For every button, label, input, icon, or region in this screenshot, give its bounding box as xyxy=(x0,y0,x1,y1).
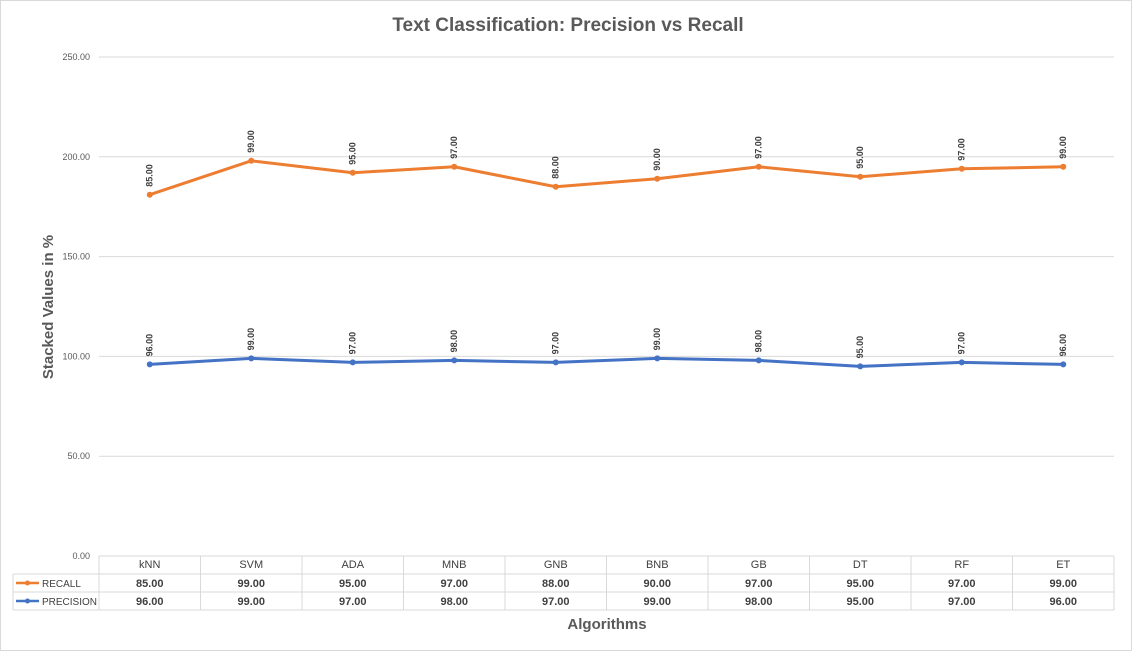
data-label: 98.00 xyxy=(449,330,459,353)
table-value: 96.00 xyxy=(1049,596,1077,608)
y-tick-label: 100.00 xyxy=(62,351,90,361)
data-point xyxy=(248,355,255,362)
table-value: 97.00 xyxy=(542,596,570,608)
table-value: 97.00 xyxy=(339,596,367,608)
table-value: 98.00 xyxy=(440,596,468,608)
legend-label: PRECISION xyxy=(42,597,97,608)
table-value: 90.00 xyxy=(643,578,671,590)
data-point xyxy=(1060,361,1067,368)
x-category-label: ADA xyxy=(341,559,364,571)
data-point xyxy=(857,363,864,370)
data-label: 97.00 xyxy=(957,138,967,161)
series-layer xyxy=(146,157,1067,370)
data-table: kNN SVM ADA MNB GNB BNB GB DT RF ET RECALL 85.00 99.… xyxy=(12,555,1115,611)
series-line-precision xyxy=(148,356,1065,368)
y-tick-label: 250.00 xyxy=(62,52,90,62)
data-label: 99.00 xyxy=(246,130,256,153)
x-axis-title: Algorithms xyxy=(567,616,646,633)
chart-title: Text Classification: Precision vs Recall xyxy=(392,15,743,36)
data-label: 97.00 xyxy=(957,332,967,355)
data-label: 99.00 xyxy=(246,328,256,351)
data-label: 96.00 xyxy=(1058,334,1068,357)
y-axis-ticks: 0.00 50.00 100.00 150.00 200.00 250.00 xyxy=(62,52,90,561)
data-point xyxy=(958,359,965,366)
data-label: 97.00 xyxy=(449,136,459,159)
data-label: 97.00 xyxy=(551,332,561,355)
y-tick-label: 150.00 xyxy=(62,252,90,262)
x-category-label: GB xyxy=(751,559,767,571)
table-value: 99.00 xyxy=(1049,578,1077,590)
data-labels: 96.00 99.00 97.00 98.00 97.00 99.00 98.00 95.00… xyxy=(145,130,1069,358)
data-label: 95.00 xyxy=(348,142,358,165)
data-label: 99.00 xyxy=(1058,136,1068,159)
table-value: 99.00 xyxy=(237,578,265,590)
x-category-label: GNB xyxy=(544,559,568,571)
data-point xyxy=(552,183,559,190)
data-point xyxy=(248,157,255,164)
data-label: 95.00 xyxy=(855,336,865,359)
data-point xyxy=(654,355,661,362)
data-label: 95.00 xyxy=(855,146,865,169)
table-value: 95.00 xyxy=(846,578,874,590)
data-point xyxy=(349,359,356,366)
data-point xyxy=(451,163,458,170)
x-category-label: MNB xyxy=(442,559,466,571)
data-point xyxy=(552,359,559,366)
table-value: 95.00 xyxy=(339,578,367,590)
data-point xyxy=(349,169,356,176)
x-category-label: BNB xyxy=(646,559,669,571)
legend-label: RECALL xyxy=(42,579,81,590)
x-category-label: SVM xyxy=(239,559,263,571)
data-label: 88.00 xyxy=(551,156,561,179)
data-label: 90.00 xyxy=(652,148,662,171)
table-value: 95.00 xyxy=(846,596,874,608)
data-label: 99.00 xyxy=(652,328,662,351)
table-value: 99.00 xyxy=(237,596,265,608)
y-tick-label: 50.00 xyxy=(67,451,90,461)
data-point xyxy=(146,361,153,368)
x-category-label: ET xyxy=(1056,559,1070,571)
data-point xyxy=(1060,163,1067,170)
x-category-label: DT xyxy=(853,559,868,571)
table-value: 97.00 xyxy=(745,578,773,590)
data-label: 85.00 xyxy=(145,164,155,187)
legend-key-marker xyxy=(25,598,30,604)
data-label: 97.00 xyxy=(754,136,764,159)
table-value: 97.00 xyxy=(948,578,976,590)
table-value: 88.00 xyxy=(542,578,570,590)
table-value: 97.00 xyxy=(948,596,976,608)
table-value: 96.00 xyxy=(136,596,164,608)
data-point xyxy=(857,173,864,180)
data-point xyxy=(146,191,153,198)
table-value: 98.00 xyxy=(745,596,773,608)
series-line-recall xyxy=(148,159,1065,197)
data-label: 98.00 xyxy=(754,330,764,353)
data-point xyxy=(451,357,458,364)
data-point xyxy=(958,165,965,172)
data-point xyxy=(755,163,762,170)
data-point xyxy=(755,357,762,364)
y-axis-title: Stacked Values in % xyxy=(40,235,57,379)
x-category-label: kNN xyxy=(139,559,160,571)
x-category-label: RF xyxy=(954,559,969,571)
data-label: 97.00 xyxy=(348,332,358,355)
table-value: 85.00 xyxy=(136,578,164,590)
data-point xyxy=(654,175,661,182)
data-label: 96.00 xyxy=(145,334,155,357)
y-tick-label: 0.00 xyxy=(72,551,90,561)
y-tick-label: 200.00 xyxy=(62,152,90,162)
table-value: 99.00 xyxy=(643,596,671,608)
legend-key-marker xyxy=(25,580,30,586)
table-value: 97.00 xyxy=(440,578,468,590)
gridlines xyxy=(99,56,1114,457)
